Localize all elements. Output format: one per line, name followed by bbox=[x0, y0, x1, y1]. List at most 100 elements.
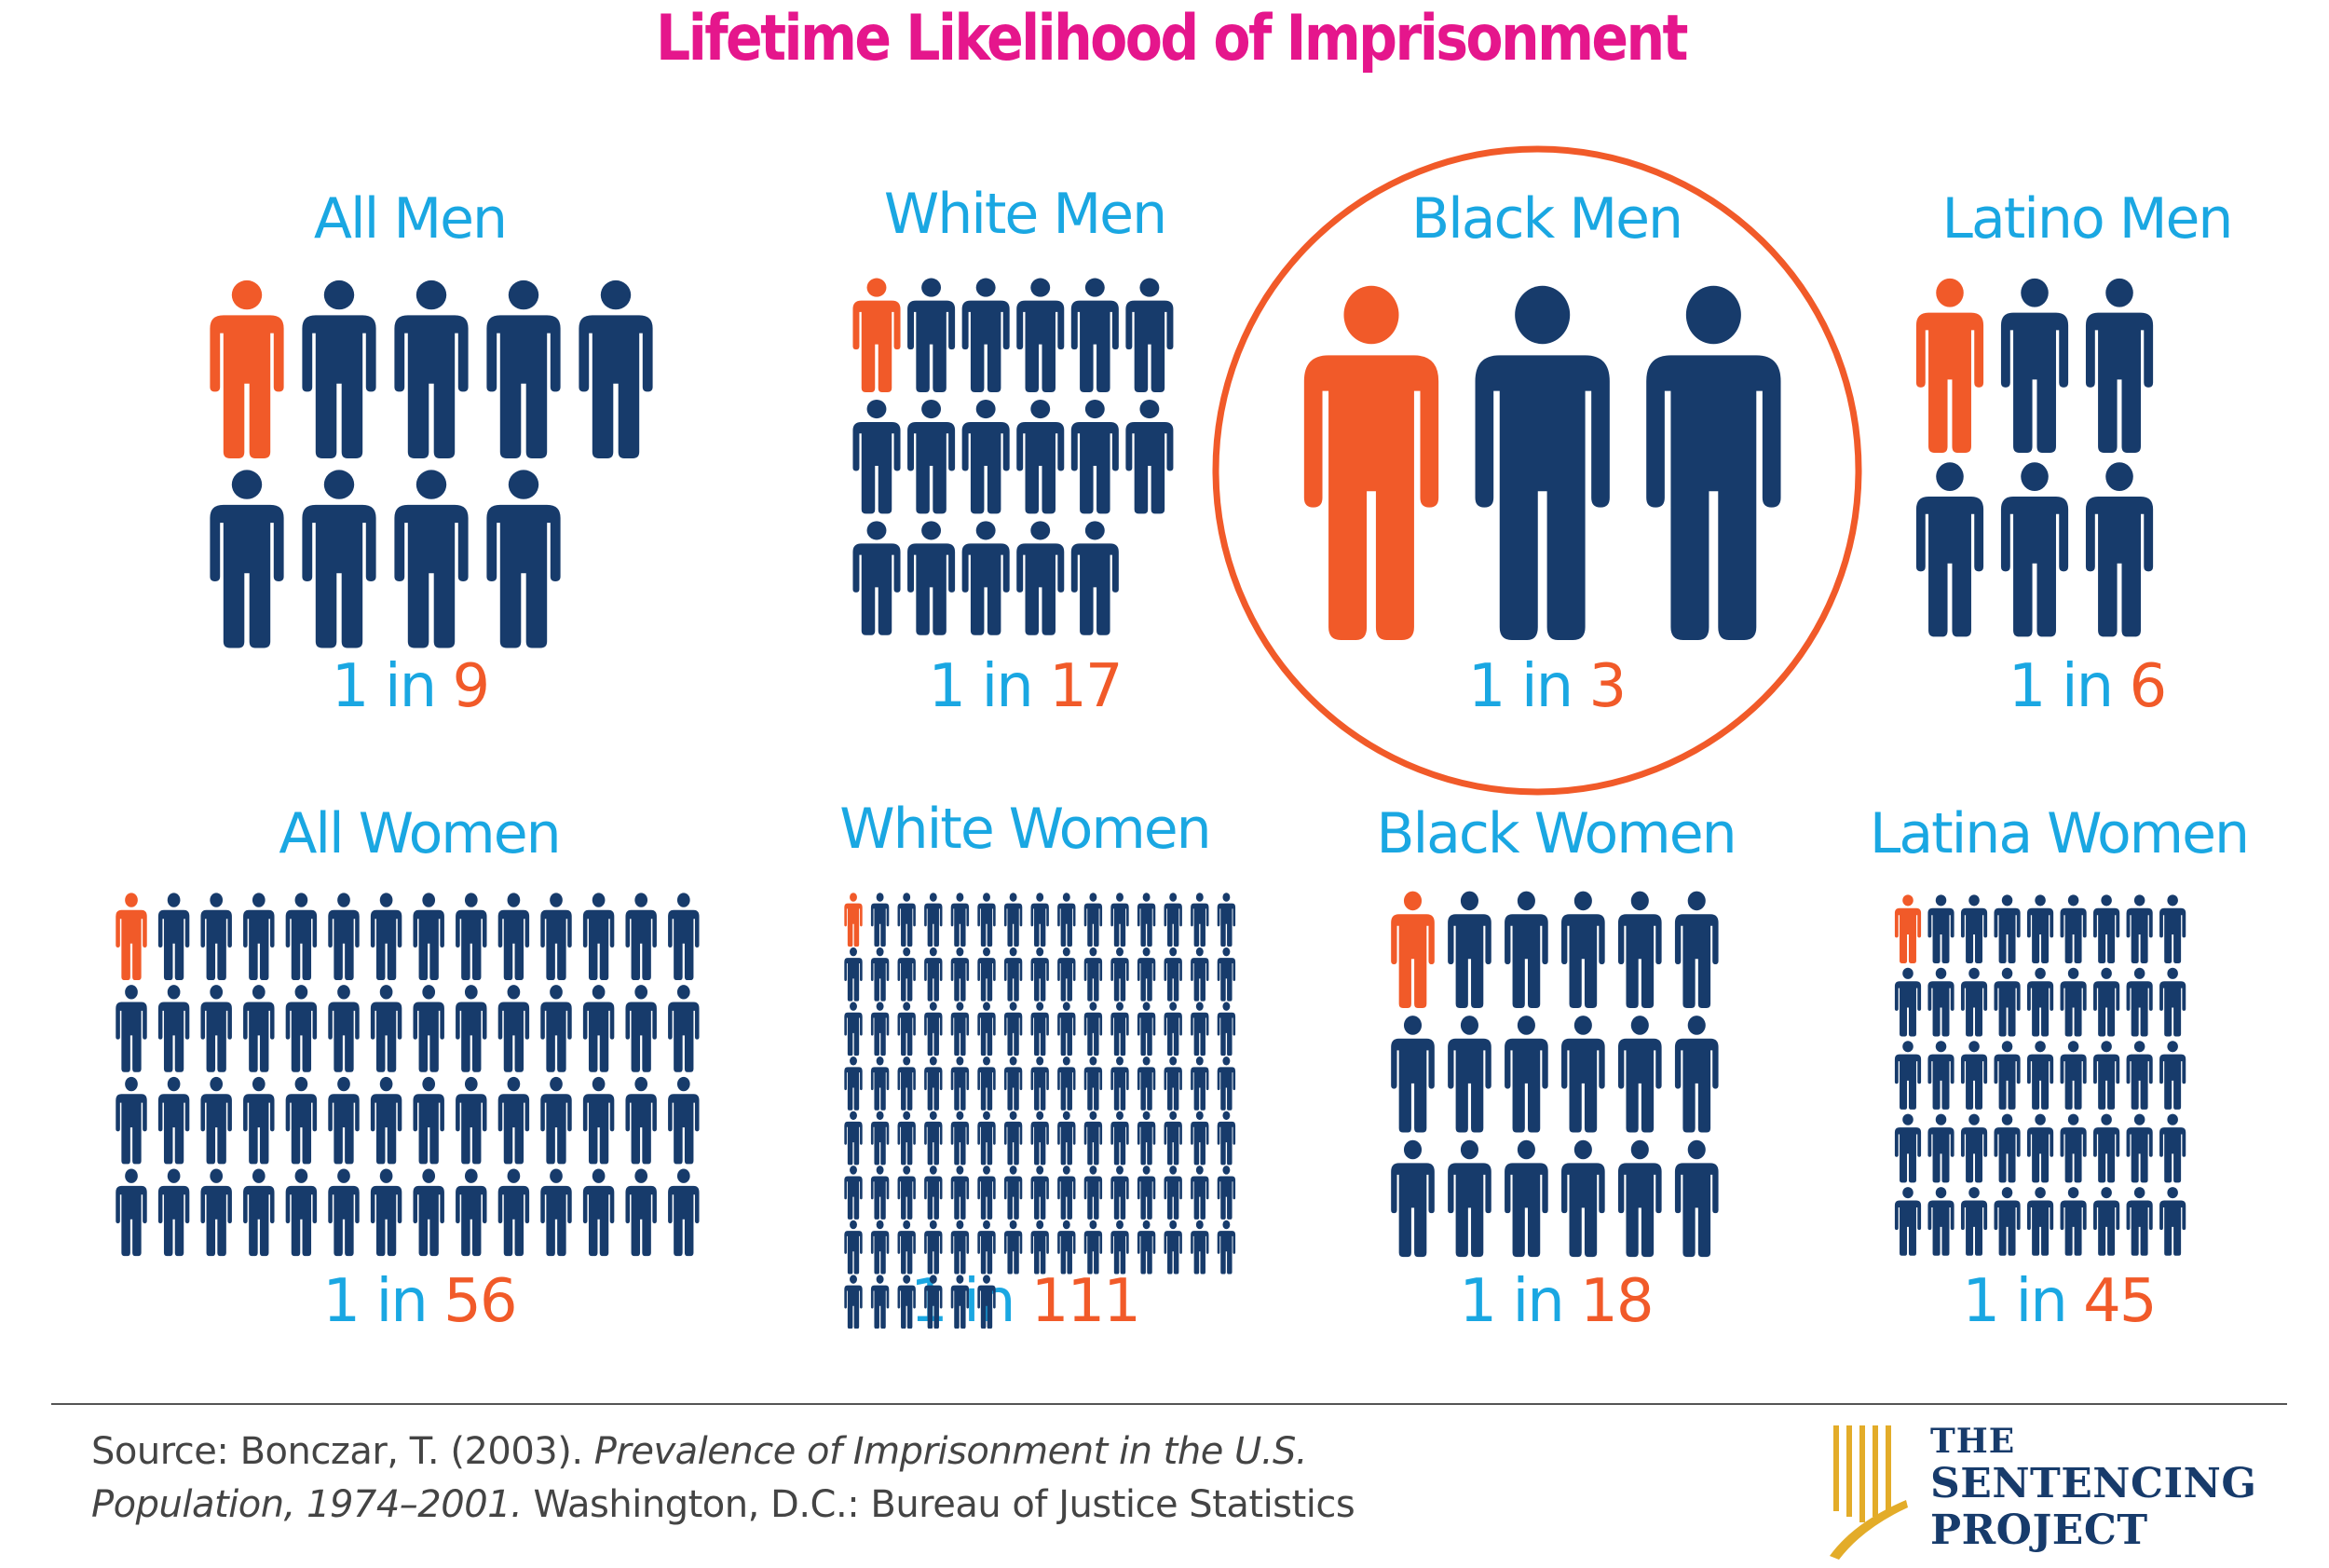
ratio-label: 1 in 17 bbox=[820, 652, 1230, 721]
person-icon bbox=[924, 1002, 943, 1057]
person-icon bbox=[1030, 1057, 1049, 1111]
person-icon bbox=[157, 1168, 190, 1257]
ratio-denominator: 111 bbox=[1030, 1267, 1141, 1336]
person-icon bbox=[1994, 1187, 2021, 1256]
ratio-prefix: 1 in bbox=[2008, 652, 2130, 721]
person-icon bbox=[1083, 1057, 1103, 1111]
person-icon bbox=[1994, 967, 2021, 1037]
person-icon bbox=[950, 1111, 970, 1166]
person-icon bbox=[950, 1275, 970, 1329]
person-icon bbox=[2060, 894, 2087, 963]
person-icon bbox=[2126, 967, 2153, 1037]
person-icon bbox=[1070, 278, 1119, 392]
person-icon bbox=[1927, 1113, 1954, 1183]
person-icon bbox=[285, 893, 318, 980]
person-icon bbox=[2027, 1113, 2054, 1183]
person-icon bbox=[924, 1111, 943, 1166]
person-icon bbox=[1191, 1057, 1209, 1111]
person-icon bbox=[1448, 1139, 1491, 1258]
divider bbox=[51, 1403, 2287, 1405]
person-icon bbox=[1894, 1041, 1922, 1110]
person-icon bbox=[582, 893, 615, 980]
group-label: All Women bbox=[279, 801, 561, 866]
person-icon bbox=[1217, 1111, 1236, 1166]
person-icon bbox=[1505, 891, 1548, 1008]
person-icon bbox=[1191, 1166, 1209, 1220]
person-icon bbox=[1561, 891, 1605, 1008]
group-label: Black Men bbox=[1410, 186, 1683, 252]
ratio-denominator: 9 bbox=[452, 652, 491, 721]
person-icon bbox=[1016, 521, 1065, 635]
person-icon bbox=[1030, 1220, 1049, 1275]
panel-latina-women: Latina Women 1 in 45 bbox=[1863, 801, 2254, 1379]
person-icon bbox=[668, 1076, 700, 1165]
person-icon bbox=[844, 1111, 863, 1166]
person-icon bbox=[1994, 1113, 2021, 1183]
person-icon bbox=[668, 1168, 700, 1257]
person-icon bbox=[370, 1168, 402, 1257]
person-icon bbox=[200, 893, 232, 980]
source-title-line1: Prevalence of Imprisonment in the U.S. bbox=[593, 1430, 1308, 1473]
person-icon bbox=[2027, 894, 2054, 963]
person-icon bbox=[1217, 893, 1236, 947]
person-icon bbox=[2093, 894, 2120, 963]
person-icon bbox=[977, 1275, 996, 1329]
person-icon bbox=[1448, 891, 1491, 1008]
person-icon bbox=[1164, 1166, 1182, 1220]
person-icon bbox=[116, 1076, 147, 1165]
person-icon bbox=[1083, 893, 1103, 947]
person-icon bbox=[497, 1076, 530, 1165]
person-icon bbox=[870, 1275, 890, 1329]
person-icon bbox=[844, 1057, 863, 1111]
person-icon bbox=[950, 1220, 970, 1275]
person-icon bbox=[2060, 1113, 2087, 1183]
person-icon bbox=[1137, 893, 1156, 947]
person-icon bbox=[2027, 1187, 2054, 1256]
person-icon bbox=[1030, 947, 1049, 1002]
person-icon bbox=[1003, 947, 1023, 1002]
person-icon bbox=[243, 985, 275, 1072]
person-icon bbox=[897, 1057, 916, 1111]
person-icon bbox=[2159, 1113, 2186, 1183]
person-icon bbox=[1994, 894, 2021, 963]
person-icon bbox=[1927, 967, 1954, 1037]
person-icon bbox=[897, 1275, 916, 1329]
person-icon bbox=[977, 947, 996, 1002]
people-pictograph bbox=[116, 893, 700, 1257]
ratio-prefix: 1 in bbox=[1459, 1267, 1581, 1336]
person-icon bbox=[1960, 894, 1988, 963]
person-icon bbox=[1110, 893, 1129, 947]
person-icon bbox=[1057, 1111, 1076, 1166]
person-icon bbox=[210, 470, 284, 648]
person-icon-imprisoned bbox=[1391, 891, 1435, 1008]
group-label: Latina Women bbox=[1869, 801, 2250, 866]
person-icon bbox=[870, 947, 890, 1002]
person-icon bbox=[1164, 947, 1182, 1002]
logo-line-sentencing: SENTENCING bbox=[1930, 1460, 2257, 1507]
person-icon bbox=[1057, 1057, 1076, 1111]
person-icon bbox=[1915, 462, 1984, 637]
person-icon-imprisoned bbox=[1303, 285, 1439, 640]
person-icon bbox=[1217, 1220, 1236, 1275]
sentencing-project-logo: THE SENTENCING PROJECT bbox=[1826, 1420, 2273, 1560]
person-icon bbox=[1191, 947, 1209, 1002]
person-icon bbox=[1617, 1139, 1662, 1258]
person-icon bbox=[582, 1076, 615, 1165]
ratio-denominator: 56 bbox=[443, 1267, 517, 1336]
person-icon bbox=[2126, 894, 2153, 963]
person-icon bbox=[844, 1275, 863, 1329]
person-icon bbox=[413, 1168, 444, 1257]
person-icon bbox=[977, 1002, 996, 1057]
person-icon bbox=[977, 893, 996, 947]
person-icon bbox=[1083, 947, 1103, 1002]
person-icon bbox=[961, 399, 1010, 514]
person-icon bbox=[924, 1220, 943, 1275]
person-icon bbox=[924, 1166, 943, 1220]
person-icon bbox=[668, 985, 700, 1072]
person-icon bbox=[540, 893, 572, 980]
person-icon bbox=[1164, 1111, 1182, 1166]
person-icon bbox=[302, 280, 376, 458]
ratio-prefix: 1 in bbox=[1467, 652, 1589, 721]
group-label: White Women bbox=[839, 797, 1211, 862]
person-icon bbox=[961, 278, 1010, 392]
